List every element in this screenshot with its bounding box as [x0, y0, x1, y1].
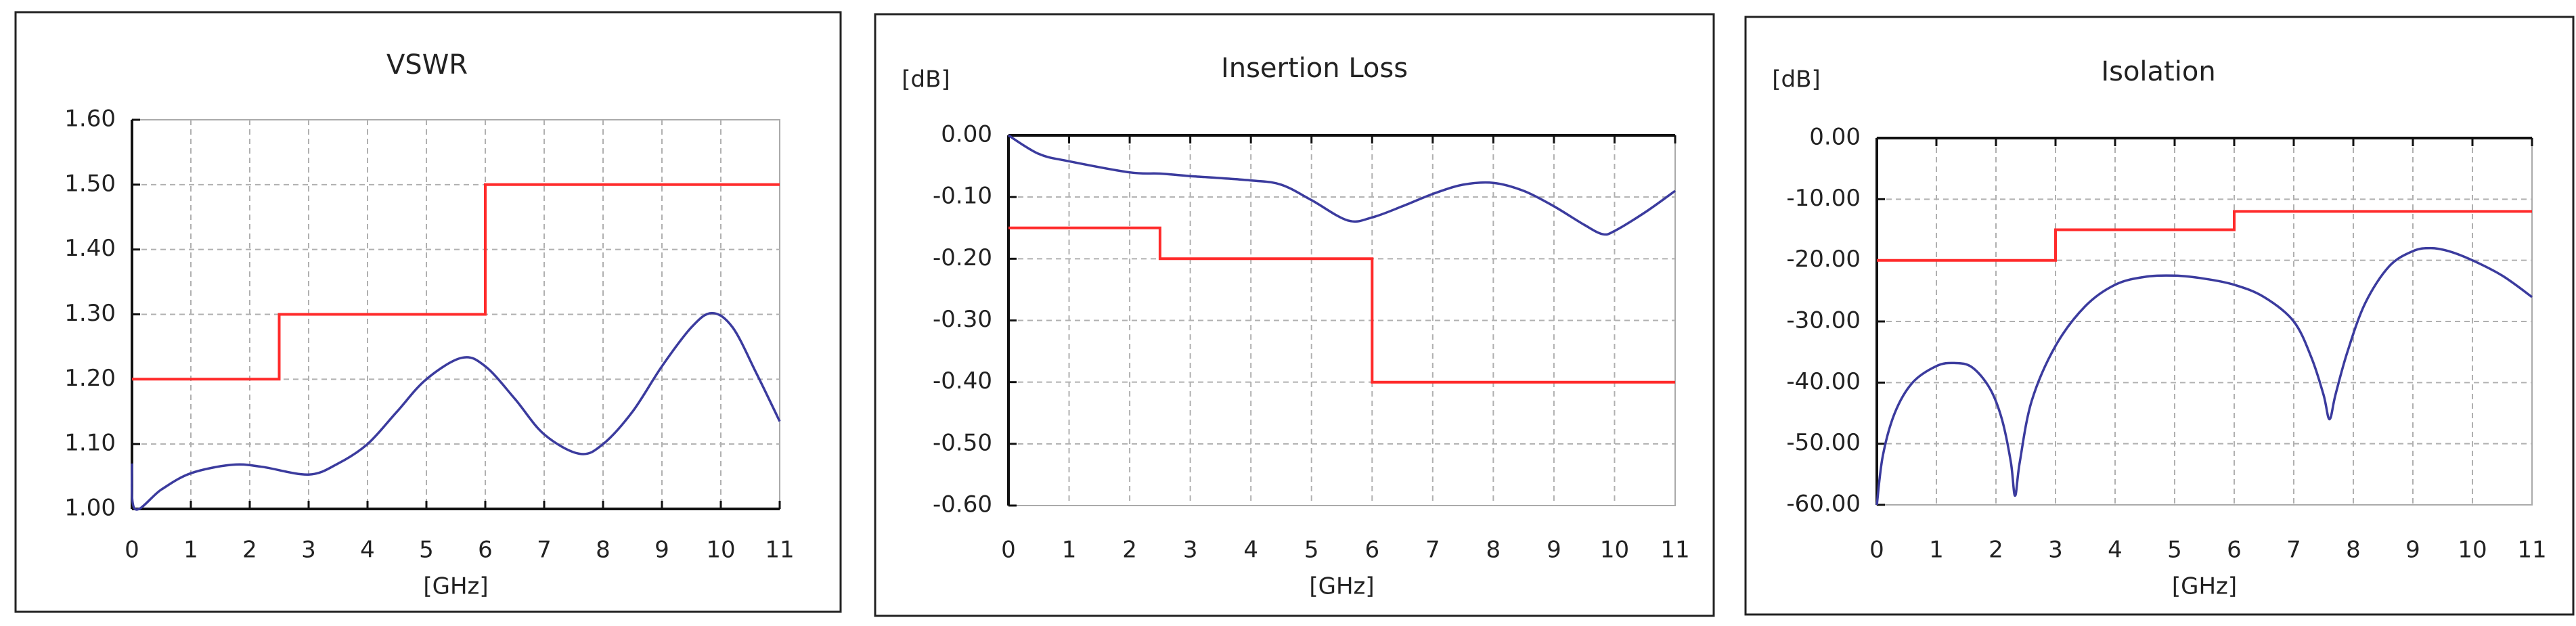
x-tick-label: 8 — [596, 537, 610, 564]
y-tick-label: 1.40 — [64, 235, 116, 262]
limit-line — [1877, 210, 2532, 262]
chart-panel-2: Insertion Loss [dB] [GHz] 0 1 2 3 4 5 6 7 8 9 10 11 -0.… — [874, 13, 1715, 617]
y-tick-label: -0.10 — [933, 183, 992, 210]
x-axis-label: [GHz] — [2172, 573, 2237, 600]
x-tick-label: 0 — [1001, 537, 1016, 564]
y-axis-label: [dB] — [902, 66, 950, 93]
x-tick-label: 5 — [1304, 537, 1319, 564]
y-tick-label: -20.00 — [1786, 246, 1861, 273]
x-tick-label: 8 — [2346, 537, 2361, 564]
measured-line — [130, 311, 781, 511]
chart-title: Isolation — [2101, 56, 2215, 87]
measured-line — [1875, 246, 2533, 506]
y-tick-label: -30.00 — [1786, 307, 1861, 334]
measured-line — [1008, 134, 1676, 236]
y-tick-label: -0.60 — [933, 491, 992, 518]
x-tick-label: 4 — [2108, 537, 2123, 564]
x-tick-label: 1 — [1929, 537, 1944, 564]
x-tick-label: 10 — [706, 537, 735, 564]
x-tick-label: 3 — [1183, 537, 1198, 564]
y-tick-label: -60.00 — [1786, 491, 1861, 518]
x-tick-label: 0 — [1869, 537, 1884, 564]
chart-panel-3: Isolation [dB] [GHz] 0 1 2 3 4 5 6 7 8 9 10 11 -60.00 -5… — [1744, 16, 2575, 616]
x-tick-label: 6 — [2227, 537, 2242, 564]
x-tick-label: 11 — [1660, 537, 1689, 564]
x-tick-label: 9 — [654, 537, 669, 564]
x-tick-label: 7 — [537, 537, 552, 564]
y-tick-label: 1.10 — [64, 430, 116, 457]
chart-panel-1: VSWR [GHz] 0 1 2 3 4 5 6 7 8 9 10 11 1.00 1.10 1.20 1.30 1… — [14, 11, 842, 613]
y-tick-label: -0.30 — [933, 306, 992, 333]
x-tick-label: 2 — [242, 537, 257, 564]
x-tick-label: 6 — [1364, 537, 1379, 564]
y-tick-label: -50.00 — [1786, 429, 1861, 456]
x-tick-label: 7 — [1425, 537, 1440, 564]
y-tick-label: -0.20 — [933, 244, 992, 271]
y-tick-label: 1.60 — [64, 106, 116, 133]
chart-title: Insertion Loss — [1221, 53, 1408, 84]
y-tick-label: 1.30 — [64, 300, 116, 327]
limit-line — [1008, 226, 1675, 384]
x-tick-label: 6 — [478, 537, 493, 564]
y-tick-label: 1.50 — [64, 170, 116, 197]
x-axis-label: [GHz] — [423, 573, 488, 600]
x-tick-label: 2 — [1122, 537, 1137, 564]
x-tick-label: 10 — [1600, 537, 1629, 564]
y-tick-label: 1.20 — [64, 365, 116, 392]
y-tick-label: 0.00 — [941, 121, 992, 148]
x-tick-label: 3 — [2048, 537, 2063, 564]
x-tick-label: 3 — [301, 537, 316, 564]
x-tick-label: 1 — [1062, 537, 1077, 564]
x-tick-label: 9 — [1547, 537, 1561, 564]
x-tick-label: 5 — [419, 537, 434, 564]
x-tick-label: 0 — [125, 537, 139, 564]
x-tick-label: 11 — [2517, 537, 2546, 564]
x-tick-label: 10 — [2458, 537, 2487, 564]
y-tick-label: -10.00 — [1786, 185, 1861, 212]
y-tick-label: -0.40 — [933, 367, 992, 395]
chart-title: VSWR — [386, 49, 468, 81]
x-tick-label: 2 — [1989, 537, 2003, 564]
x-axis-label: [GHz] — [1309, 573, 1374, 600]
x-tick-label: 1 — [183, 537, 198, 564]
x-tick-label: 7 — [2286, 537, 2301, 564]
x-tick-label: 4 — [360, 537, 375, 564]
x-tick-label: 11 — [765, 537, 794, 564]
y-tick-label: -0.50 — [933, 429, 992, 456]
x-tick-label: 8 — [1486, 537, 1501, 564]
x-tick-label: 5 — [2167, 537, 2182, 564]
x-tick-label: 4 — [1243, 537, 1258, 564]
panel-frame — [874, 13, 1715, 617]
x-tick-label: 9 — [2405, 537, 2420, 564]
panel-frame — [14, 11, 842, 613]
panel-frame — [1744, 16, 2575, 616]
y-tick-label: 1.00 — [64, 495, 116, 522]
limit-line — [132, 183, 780, 381]
y-axis-label: [dB] — [1772, 66, 1820, 93]
y-tick-label: -40.00 — [1786, 368, 1861, 395]
y-tick-label: 0.00 — [1809, 124, 1861, 151]
